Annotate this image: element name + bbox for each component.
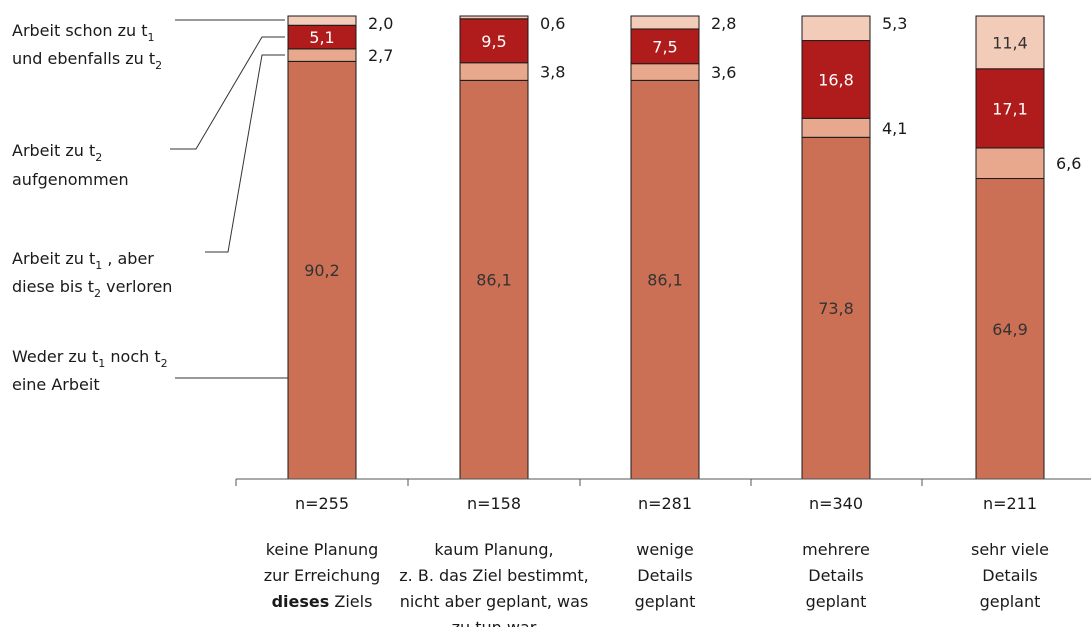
legend-label-aufgenommen: Arbeit zu t2 (12, 141, 102, 164)
legend-label-weder: eine Arbeit (12, 375, 100, 394)
legend-label-aufgenommen: aufgenommen (12, 170, 129, 189)
bar-segment-verloren (975, 147, 1045, 180)
category-label: zur Erreichung (264, 566, 381, 585)
category-label: Details (637, 566, 692, 585)
category-label: wenige (636, 540, 694, 559)
category-label: z. B. das Ziel bestimmt, (399, 566, 588, 585)
category-label: geplant (806, 592, 867, 611)
value-label-verloren: 4,1 (882, 119, 907, 138)
category-n-label: n=211 (983, 494, 1037, 513)
bar-segment-weder (975, 178, 1045, 480)
category-label: sehr viele (971, 540, 1049, 559)
value-label-aufgenommen: 9,5 (481, 32, 506, 51)
legend-leader-aufgenommen (170, 36, 285, 150)
category-label: Details (808, 566, 863, 585)
value-label-schon: 11,4 (992, 33, 1028, 52)
bar-segment-aufgenommen (975, 68, 1045, 149)
value-label-aufgenommen: 16,8 (818, 70, 854, 89)
category-n-label: n=281 (638, 494, 692, 513)
category-label: geplant (980, 592, 1041, 611)
value-label-weder: 86,1 (647, 271, 683, 290)
legend-label-weder: Weder zu t1 noch t2 (12, 347, 168, 370)
category-n-label: n=340 (809, 494, 863, 513)
value-label-weder: 73,8 (818, 299, 854, 318)
bar-segment-schon (975, 15, 1045, 70)
value-label-schon: 2,8 (711, 14, 736, 33)
category-label: zu tun war (452, 618, 537, 627)
value-label-schon: 0,6 (540, 14, 565, 33)
bar-segment-verloren (630, 63, 700, 81)
value-label-schon: 2,0 (368, 14, 393, 33)
bar-segment-verloren (459, 62, 529, 81)
bar-segment-verloren (287, 48, 357, 62)
bar-segment-aufgenommen (459, 18, 529, 64)
value-label-weder: 64,9 (992, 320, 1028, 339)
category-label: nicht aber geplant, was (400, 592, 589, 611)
bar-segment-weder (287, 60, 357, 480)
value-label-schon: 5,3 (882, 14, 907, 33)
value-label-verloren: 3,8 (540, 63, 565, 82)
category-label: kaum Planung, (434, 540, 553, 559)
bar-segment-schon (287, 15, 357, 26)
legend-label-schon: Arbeit schon zu t1 (12, 21, 155, 44)
category-n-label: n=255 (295, 494, 349, 513)
legend-leader-verloren (205, 54, 285, 253)
value-label-verloren: 2,7 (368, 46, 393, 65)
value-label-aufgenommen: 17,1 (992, 99, 1028, 118)
bar-segment-aufgenommen (801, 40, 871, 119)
bar-segment-aufgenommen (630, 28, 700, 65)
value-label-aufgenommen: 7,5 (652, 37, 677, 56)
category-label: dieses Ziels (272, 592, 373, 611)
value-label-verloren: 6,6 (1056, 154, 1081, 173)
legend-label-verloren: Arbeit zu t1 , aber (12, 249, 154, 272)
category-label: mehrere (802, 540, 870, 559)
bar-segment-schon (801, 15, 871, 42)
category-label: geplant (635, 592, 696, 611)
value-label-weder: 90,2 (304, 261, 340, 280)
legend-label-verloren: diese bis t2 verloren (12, 277, 172, 300)
value-label-weder: 86,1 (476, 271, 512, 290)
bar-segment-verloren (801, 117, 871, 138)
category-label: keine Planung (266, 540, 379, 559)
value-label-verloren: 3,6 (711, 63, 736, 82)
value-label-aufgenommen: 5,1 (309, 28, 334, 47)
legend-label-schon: und ebenfalls zu t2 (12, 49, 162, 72)
bar-segment-schon (630, 15, 700, 30)
bar-segment-weder (630, 79, 700, 480)
category-label: Details (982, 566, 1037, 585)
bar-segment-schon (459, 15, 529, 20)
category-n-label: n=158 (467, 494, 521, 513)
